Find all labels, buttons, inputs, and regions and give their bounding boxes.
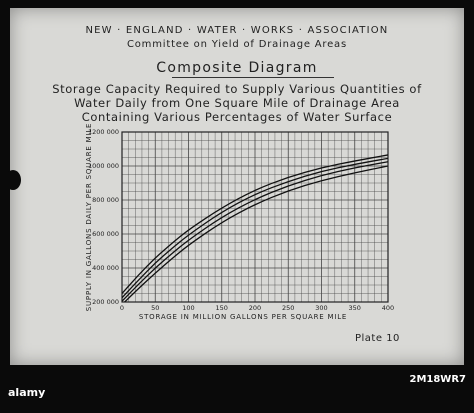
x-tick-label: 350	[349, 304, 361, 312]
chart-series	[122, 154, 388, 302]
y-tick-label: 400 000	[92, 264, 119, 272]
x-axis-label: STORAGE IN MILLION GALLONS PER SQUARE MI…	[139, 313, 347, 321]
y-tick-label: 1000 000	[88, 162, 119, 170]
x-tick-label: 400	[382, 304, 394, 312]
plot-border	[121, 131, 389, 303]
series-line-2	[122, 157, 388, 299]
y-tick-label: 200 000	[92, 298, 119, 306]
title-underline	[172, 77, 334, 78]
x-tick-label: 200	[249, 304, 261, 312]
series-line-3	[122, 161, 388, 302]
x-tick-label: 150	[216, 304, 228, 312]
y-tick-label: 1200 000	[88, 128, 119, 136]
diagram-title: Composite Diagram	[156, 60, 318, 76]
x-tick-label: 0	[120, 304, 124, 312]
plate-number: Plate 10	[355, 333, 400, 344]
y-tick-label: 800 000	[92, 196, 119, 204]
x-tick-label: 300	[315, 304, 327, 312]
x-tick-label: 50	[151, 304, 159, 312]
description-line-3: Containing Various Percentages of Water …	[81, 110, 393, 124]
y-axis-label: SUPPLY IN GALLONS DAILY PER SQUARE MILE	[85, 123, 93, 312]
x-tick-label: 250	[282, 304, 294, 312]
watermark-bar	[0, 365, 474, 413]
watermark-logo: alamy	[8, 386, 46, 399]
description-line-1: Storage Capacity Required to Supply Vari…	[52, 82, 422, 96]
punch-hole	[5, 170, 21, 190]
series-line-1	[122, 154, 388, 294]
chart-ticks: 0 50 100 150 200 250 300 350 400 200 000 400 000 60…	[88, 128, 394, 312]
x-tick-label: 100	[182, 304, 194, 312]
watermark-code: 2M18WR7	[409, 374, 466, 385]
chart-frame	[121, 131, 389, 303]
chart-grid	[121, 131, 389, 303]
description-line-2: Water Daily from One Square Mile of Drai…	[74, 96, 400, 110]
series-line-4	[123, 165, 388, 302]
committee-heading: Committee on Yield of Drainage Areas	[126, 39, 347, 50]
y-tick-label: 600 000	[92, 230, 119, 238]
organization-heading: NEW · ENGLAND · WATER · WORKS · ASSOCIAT…	[85, 25, 389, 36]
